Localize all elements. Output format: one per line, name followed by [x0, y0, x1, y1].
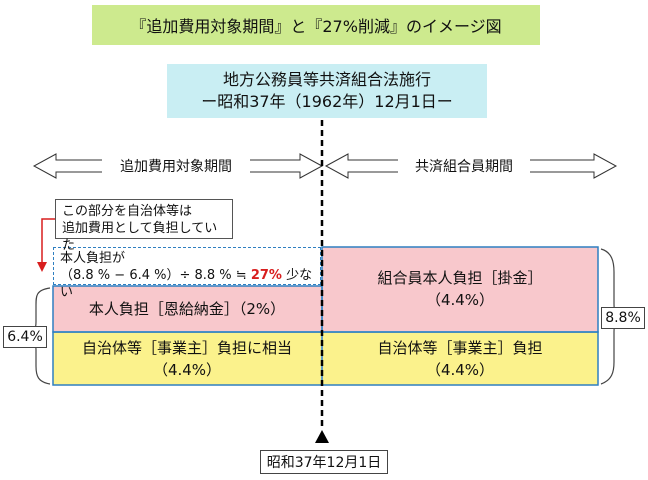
member-period-text: 共済組合員期間: [415, 159, 513, 175]
reduction-suffix: 少ない: [60, 268, 313, 300]
member-personal-contribution-block: 組合員本人負担［掛金］ （4.4%）: [322, 247, 598, 331]
employer-additional-cost-note: この部分を自治体等は 追加費用として負担していた: [55, 199, 233, 253]
right-upper-frame: [321, 246, 599, 333]
pre-1962-personal-burden-block: 本人負担［恩給納金］（2%）: [53, 286, 321, 331]
left-total-rate-box: 6.4%: [3, 326, 47, 348]
note-connector-arrowhead: [37, 262, 47, 272]
diagram-title-text: 『追加費用対象期間』と『27%削減』のイメージ図: [130, 17, 502, 36]
law-enactment-box: 地方公務員等共済組合法施行 ー昭和37年（1962年）12月1日ー: [167, 64, 487, 118]
pre-1962-personal-burden-label: 本人負担［恩給納金］（2%）: [88, 300, 286, 318]
lower-frame: [52, 331, 599, 386]
reduction-percent: 27%: [250, 268, 282, 283]
reduction-box: 本人負担が （8.8 % − 6.4 %）÷ 8.8 % ≒ 27% 少ない: [53, 247, 321, 300]
pre-1962-employer-label: 自治体等［事業主］負担に相当: [81, 338, 292, 357]
employer-burden-label: 自治体等［事業主］負担: [377, 338, 543, 357]
right-total-rate-box: 8.8%: [601, 307, 645, 329]
law-name: 地方公務員等共済組合法施行: [222, 70, 431, 89]
pre-1962-employer-equivalent-block: 自治体等［事業主］負担に相当 （4.4%）: [53, 332, 321, 385]
right-total-rate: 8.8%: [605, 310, 641, 326]
employer-burden-block: 自治体等［事業主］負担 （4.4%）: [322, 332, 598, 385]
employer-burden-rate: （4.4%）: [425, 360, 495, 379]
left-total-rate: 6.4%: [7, 329, 43, 345]
reduction-formula: （8.8 % − 6.4 %）÷ 8.8 % ≒: [60, 268, 251, 283]
left-upper-frame: [52, 285, 323, 333]
additional-cost-period-label: 追加費用対象期間: [102, 155, 250, 177]
pre-1962-employer-rate: （4.4%）: [152, 360, 222, 379]
note-connector-line: [41, 218, 55, 266]
member-contribution-label: 組合員本人負担［掛金］: [377, 269, 543, 287]
date-marker-triangle: [315, 430, 329, 443]
reduction-line-2: （8.8 % − 6.4 %）÷ 8.8 % ≒ 27% 少ない: [60, 267, 314, 301]
law-date: ー昭和37年（1962年）12月1日ー: [201, 92, 453, 111]
additional-cost-period-text: 追加費用対象期間: [120, 159, 232, 175]
member-contribution-rate: （4.4%）: [425, 291, 495, 309]
reduction-line-1: 本人負担が: [60, 251, 126, 266]
note-line-2: 追加費用として負担していた: [62, 221, 218, 253]
enactment-date-text: 昭和37年12月1日: [266, 455, 382, 471]
diagram-title: 『追加費用対象期間』と『27%削減』のイメージ図: [92, 5, 540, 45]
note-line-1: この部分を自治体等は: [62, 204, 193, 219]
enactment-date-box: 昭和37年12月1日: [260, 450, 388, 474]
member-period-label: 共済組合員期間: [398, 155, 530, 177]
